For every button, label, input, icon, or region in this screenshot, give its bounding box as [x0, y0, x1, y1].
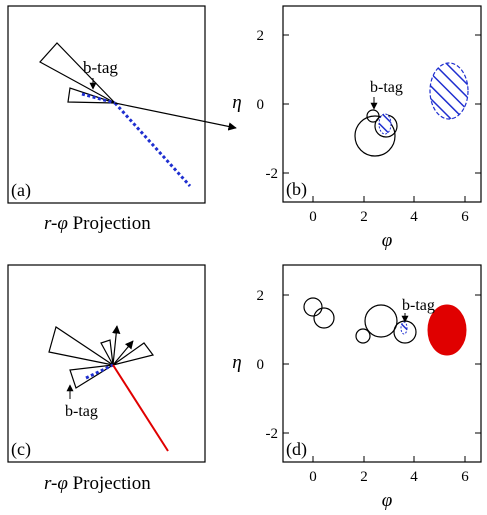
btag-track-inner: [81, 92, 116, 105]
panel-label-b: (b): [286, 179, 307, 200]
ytick-label-d-0: 0: [257, 357, 265, 373]
filled-region-red: [427, 304, 467, 356]
red-track: [112, 364, 169, 452]
xtick-label-d-2: 2: [360, 469, 368, 485]
xlabel-b: φ: [382, 230, 393, 251]
jet-circle-btag: [366, 109, 380, 123]
ytick-label-b-2: 2: [257, 28, 265, 44]
panel-b: b-tag (b): [282, 5, 482, 203]
ytick-label-d-m2: -2: [266, 426, 279, 442]
jet-cone-small: [100, 339, 114, 366]
ytick-label-b-0: 0: [257, 97, 265, 113]
xtick-label-b-2: 2: [360, 209, 368, 225]
xlabel-d: φ: [382, 490, 393, 511]
jet-circle-d3: [355, 328, 371, 344]
panel-label-a: (a): [11, 180, 31, 201]
xtick-label-b-0: 0: [309, 209, 317, 225]
xtick-label-b-6: 6: [461, 209, 469, 225]
panel-d: b-tag (d): [282, 264, 482, 463]
projection-arrow: [114, 102, 237, 131]
jet-circle-d2: [313, 307, 335, 329]
xtick-label-d-0: 0: [309, 469, 317, 485]
jet-circle-large: [354, 115, 396, 157]
caption-a-text: Projection: [68, 213, 151, 234]
panel-label-d: (d): [286, 439, 307, 460]
ylabel-b: η: [232, 92, 241, 113]
btag-hatched-d: [400, 321, 408, 335]
btag-track-c: [85, 363, 114, 380]
panel-a-frame: [7, 5, 206, 204]
caption-c-rphi: r-φ: [44, 473, 68, 494]
btag-label-c: b-tag: [65, 403, 98, 420]
caption-c-text: Projection: [68, 473, 151, 494]
caption-a-rphi: r-φ: [44, 213, 68, 234]
ytick-label-b-m2: -2: [266, 166, 279, 182]
missing-energy-track: [113, 101, 192, 188]
jet-cone-right: [112, 342, 155, 366]
caption-c: r-φ Projection: [44, 473, 151, 494]
jet-cone-btag: [67, 87, 116, 104]
jet-circle-d4: [364, 304, 398, 338]
ylabel-d: η: [232, 352, 241, 373]
jet-circle-d1: [303, 297, 323, 317]
btag-label-b: b-tag: [370, 79, 403, 96]
panel-a: b-tag (a): [7, 5, 237, 204]
jet-cone-left: [48, 326, 114, 366]
btag-label-a: b-tag: [83, 58, 118, 77]
xtick-label-d-6: 6: [461, 469, 469, 485]
panel-c: b-tag (c): [7, 264, 206, 463]
ytick-label-d-2: 2: [257, 288, 265, 304]
xtick-label-b-4: 4: [410, 209, 418, 225]
caption-a: r-φ Projection: [44, 213, 151, 234]
panel-d-frame: [282, 264, 482, 463]
panel-label-c: (c): [11, 439, 31, 460]
btag-hatched-small: [378, 113, 392, 135]
track-arrow-upright: [112, 340, 134, 366]
panel-c-frame: [7, 264, 206, 463]
xtick-label-d-4: 4: [410, 469, 418, 485]
track-arrow-up: [112, 325, 121, 366]
hatched-region: [429, 62, 469, 120]
btag-label-d: b-tag: [402, 297, 435, 314]
